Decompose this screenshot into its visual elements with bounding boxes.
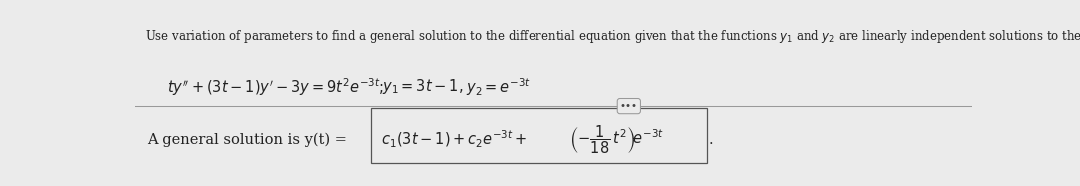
Text: •••: ••• xyxy=(620,101,638,111)
Text: $c_1(3t-1) + c_2e^{-3t} +$: $c_1(3t-1) + c_2e^{-3t} +$ xyxy=(381,129,527,150)
Text: $ty'' + (3t-1)y' - 3y = 9t^2e^{-3t};$: $ty'' + (3t-1)y' - 3y = 9t^2e^{-3t};$ xyxy=(166,77,383,98)
Text: .: . xyxy=(708,133,713,147)
FancyBboxPatch shape xyxy=(372,108,706,163)
Text: $y_1 = 3t-1,$: $y_1 = 3t-1,$ xyxy=(382,77,463,96)
Text: $y_2 = e^{-3t}$: $y_2 = e^{-3t}$ xyxy=(465,77,530,98)
Text: $\left(-\dfrac{1}{18}\,t^2\right)\!e^{-3t}$: $\left(-\dfrac{1}{18}\,t^2\right)\!e^{-3… xyxy=(568,124,663,156)
Text: Use variation of parameters to find a general solution to the differential equat: Use variation of parameters to find a ge… xyxy=(145,28,1080,45)
Text: A general solution is y(t) =: A general solution is y(t) = xyxy=(148,133,348,147)
